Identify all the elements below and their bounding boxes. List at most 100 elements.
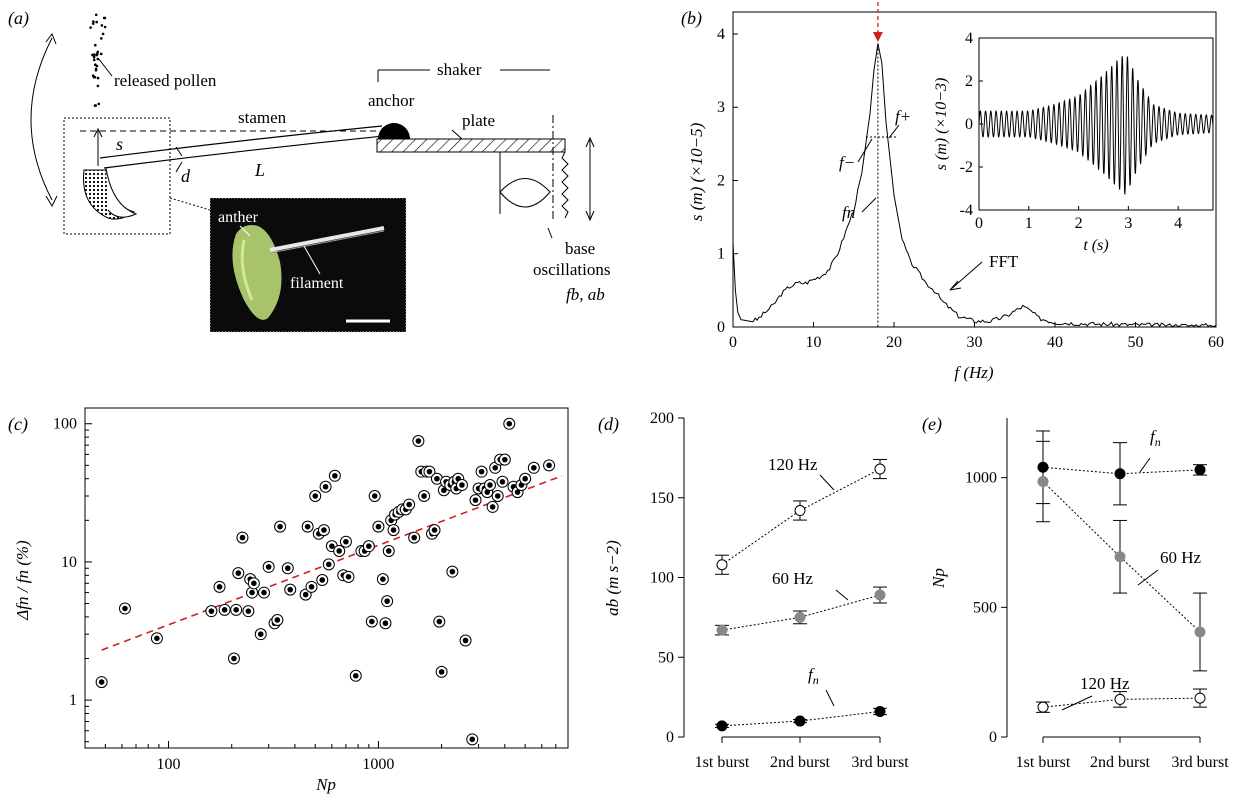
scatter-point [433,615,446,628]
d-series: 60 Hz [715,569,887,636]
scatter-point [372,520,385,533]
d-series: 120 Hz [715,455,887,575]
scatter-point [387,524,400,537]
b-inset-ytick-label: -2 [960,159,973,176]
e-series-line [1042,481,1201,633]
oscillations-label: oscillations [533,260,610,279]
base-label: base [565,239,595,258]
scatter-point-dot [431,527,438,533]
panel-label-a: (a) [8,8,29,29]
b-inset-xtick-label: 0 [975,215,983,232]
plot-b-inset-frame [978,37,1214,211]
base-leader [547,227,553,239]
scatter-point-dot [506,420,513,427]
scatter-point [236,531,249,544]
scatter-point [496,475,509,488]
scatter-point-dot [287,586,294,593]
scatter-point [232,567,245,580]
d-ytick-label: 50 [658,649,674,666]
b-inset-ylabel: s (m) (×10−3) [933,78,950,171]
e-marker [1194,464,1206,476]
scatter-point [333,544,346,557]
d-series-leader [819,474,835,491]
scatter-point-dot [499,479,506,485]
panel-label-e: (e) [922,414,942,435]
scatter-point [317,524,330,537]
e-series-label-f: f [1150,427,1157,446]
d-ytick-label: 150 [650,490,674,507]
scatter-point [281,562,294,575]
b-ytick-label: 3 [717,99,725,116]
e-marker [1114,693,1126,705]
scatter-point-dot [487,482,493,488]
b-ytick-label: 2 [717,172,725,189]
scatter-point [418,489,431,502]
fb-ab-label: fb, ab [566,285,605,304]
d-marker [716,559,728,571]
f-plus-leader [888,124,900,139]
scatter-point-dot [371,493,378,499]
scatter-point [95,676,108,689]
f-n-leader [861,197,877,213]
e-marker [1037,701,1049,713]
d-marker [794,505,806,517]
e-series-leader [1061,695,1093,711]
e-marker [1114,551,1126,563]
released-pollen-label: released pollen [114,71,217,90]
scatter-point [412,435,425,448]
scatter-point [503,417,516,430]
b-xtick-label: 10 [806,334,822,351]
pollen-dot [96,76,100,80]
scatter-point-dot [441,487,447,494]
scatter-point [365,615,378,628]
scatter-point-dot [366,543,372,549]
scatter-points [95,417,556,746]
filament-photo [269,226,385,252]
anchor-shape [378,123,410,139]
e-series-label: 60 Hz [1160,548,1202,567]
scatter-point [247,577,260,590]
scatter-point [362,540,375,553]
scatter-point-dot [257,631,264,637]
b-xlabel: f (Hz) [954,363,994,382]
pollen-dot [94,69,98,72]
scatter-point-dot [321,527,327,533]
panel-label-d: (d) [598,414,619,435]
fft-arrow [949,261,983,291]
f-plus-label: f+ [895,107,911,126]
scatter-point [218,603,231,616]
d-marker [874,463,886,475]
e-category-label: 1st burst [1016,754,1071,771]
plot-e-series: fn 60 Hz 120 Hz [1036,427,1207,713]
scatter-point-dot [302,591,309,598]
scatter-point [491,489,504,502]
scatter-point-dot [502,456,508,463]
b-xtick-label: 30 [967,334,983,351]
scatter-point-dot [308,584,315,590]
filament-photo-shadow [269,230,385,254]
plate-leader [451,129,463,140]
motion-arrow-head-top [45,32,57,45]
stamen-label: stamen [238,108,287,127]
anchor-label: anchor [368,91,415,110]
pollen-dot [95,20,98,24]
plate-label: plate [462,111,495,130]
scatter-point-dot [312,493,319,499]
pollen-dot [97,102,101,106]
d-ytick-label: 200 [650,410,674,427]
b-xtick-label: 0 [729,334,737,351]
pollen-dot [95,53,98,57]
panel-c: (c) 100 1000 1 10 100 Δfn / fn (%) Np [8,407,569,794]
plot-d-ticks: 0 50 100 150 200 1st burst 2nd burst 3rd burst [650,410,909,771]
plot-d-series: 120 Hz 60 Hz fn [715,455,887,732]
c-ytick-label: 1 [69,692,77,709]
scatter-point [428,524,441,537]
d-series-leader [825,689,835,707]
pollen-dot [103,16,107,20]
d-series-label-sub: n [813,673,819,687]
c-ylabel: Δfn / fn (%) [13,540,32,621]
motion-arrow-head-bottom [45,195,58,208]
scatter-point [486,500,499,513]
e-category-label: 2nd burst [1090,754,1151,771]
